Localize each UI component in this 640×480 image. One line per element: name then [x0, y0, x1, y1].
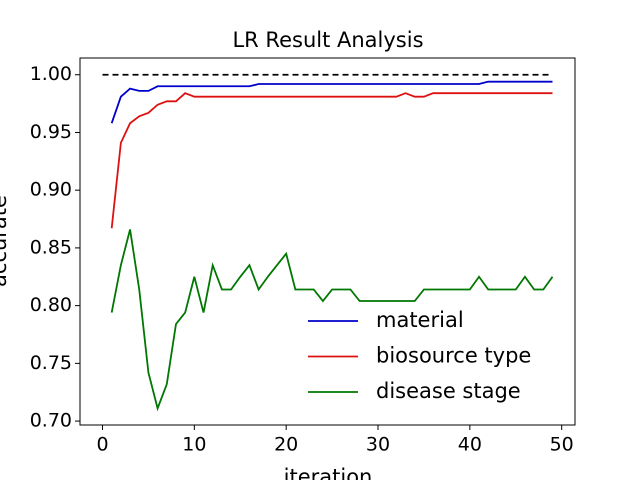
- legend-label: disease stage: [376, 379, 521, 403]
- series-line: [110, 92, 553, 229]
- legend-label: material: [376, 308, 464, 332]
- series-line: [110, 229, 554, 412]
- y-axis-label: accurate: [0, 195, 11, 287]
- y-tick-label: 0.75: [30, 352, 72, 374]
- x-tick-label: 20: [274, 434, 298, 456]
- x-tick-label: 0: [96, 434, 108, 456]
- x-tick-label: 50: [550, 434, 574, 456]
- x-tick-label: 30: [366, 434, 390, 456]
- y-tick-label: 0.95: [30, 121, 72, 143]
- y-tick-label: 0.70: [30, 410, 72, 432]
- x-tick-label: 10: [182, 434, 206, 456]
- y-tick-label: 1.00: [30, 63, 72, 85]
- y-tick-label: 0.85: [30, 236, 72, 258]
- y-tick-label: 0.80: [30, 294, 72, 316]
- chart-title: LR Result Analysis: [232, 28, 423, 52]
- legend-label: biosource type: [376, 344, 531, 368]
- y-tick-label: 0.90: [30, 179, 72, 201]
- x-axis-label: iteration: [284, 465, 373, 480]
- series-line: [110, 80, 553, 124]
- plot-frame: [79, 57, 576, 426]
- x-tick-label: 40: [458, 434, 482, 456]
